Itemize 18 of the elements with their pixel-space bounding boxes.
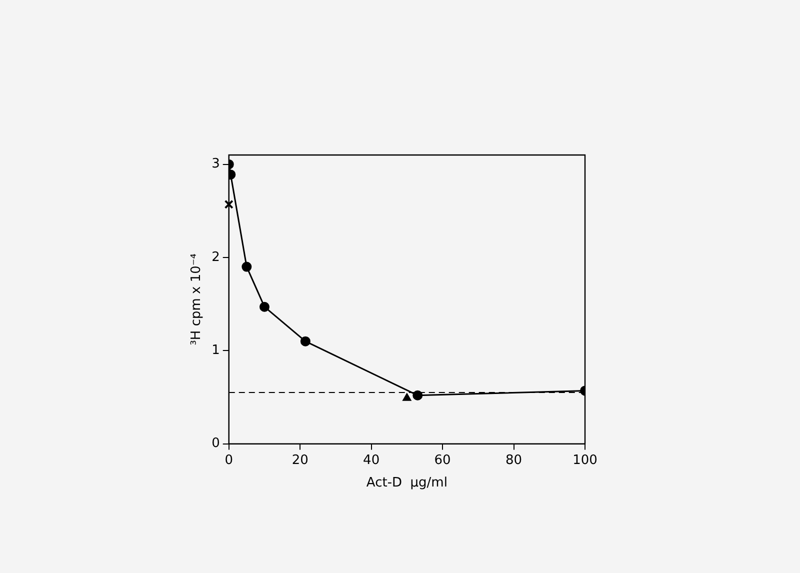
point	[402, 393, 412, 401]
y-tick-label: 2	[212, 250, 220, 265]
x-tick-label: 100	[572, 452, 598, 468]
x-tick-label: 60	[434, 452, 451, 468]
x-tick-label: 20	[292, 452, 308, 468]
y-axis-title: ³H cpm x 10⁻⁴	[189, 254, 204, 346]
x-axis-title: Act-D µg/ml	[366, 476, 448, 491]
x-tick-label: 0	[224, 452, 234, 468]
point	[259, 302, 270, 312]
x-tick-label: 40	[363, 452, 380, 468]
y-tick-label: 3	[212, 156, 220, 172]
y-tick-label: 1	[212, 343, 220, 358]
point	[412, 390, 423, 400]
point	[242, 262, 252, 272]
x-tick-label: 80	[506, 452, 522, 468]
point	[224, 200, 234, 209]
point	[300, 336, 310, 346]
y-tick-label: 0	[212, 436, 220, 452]
